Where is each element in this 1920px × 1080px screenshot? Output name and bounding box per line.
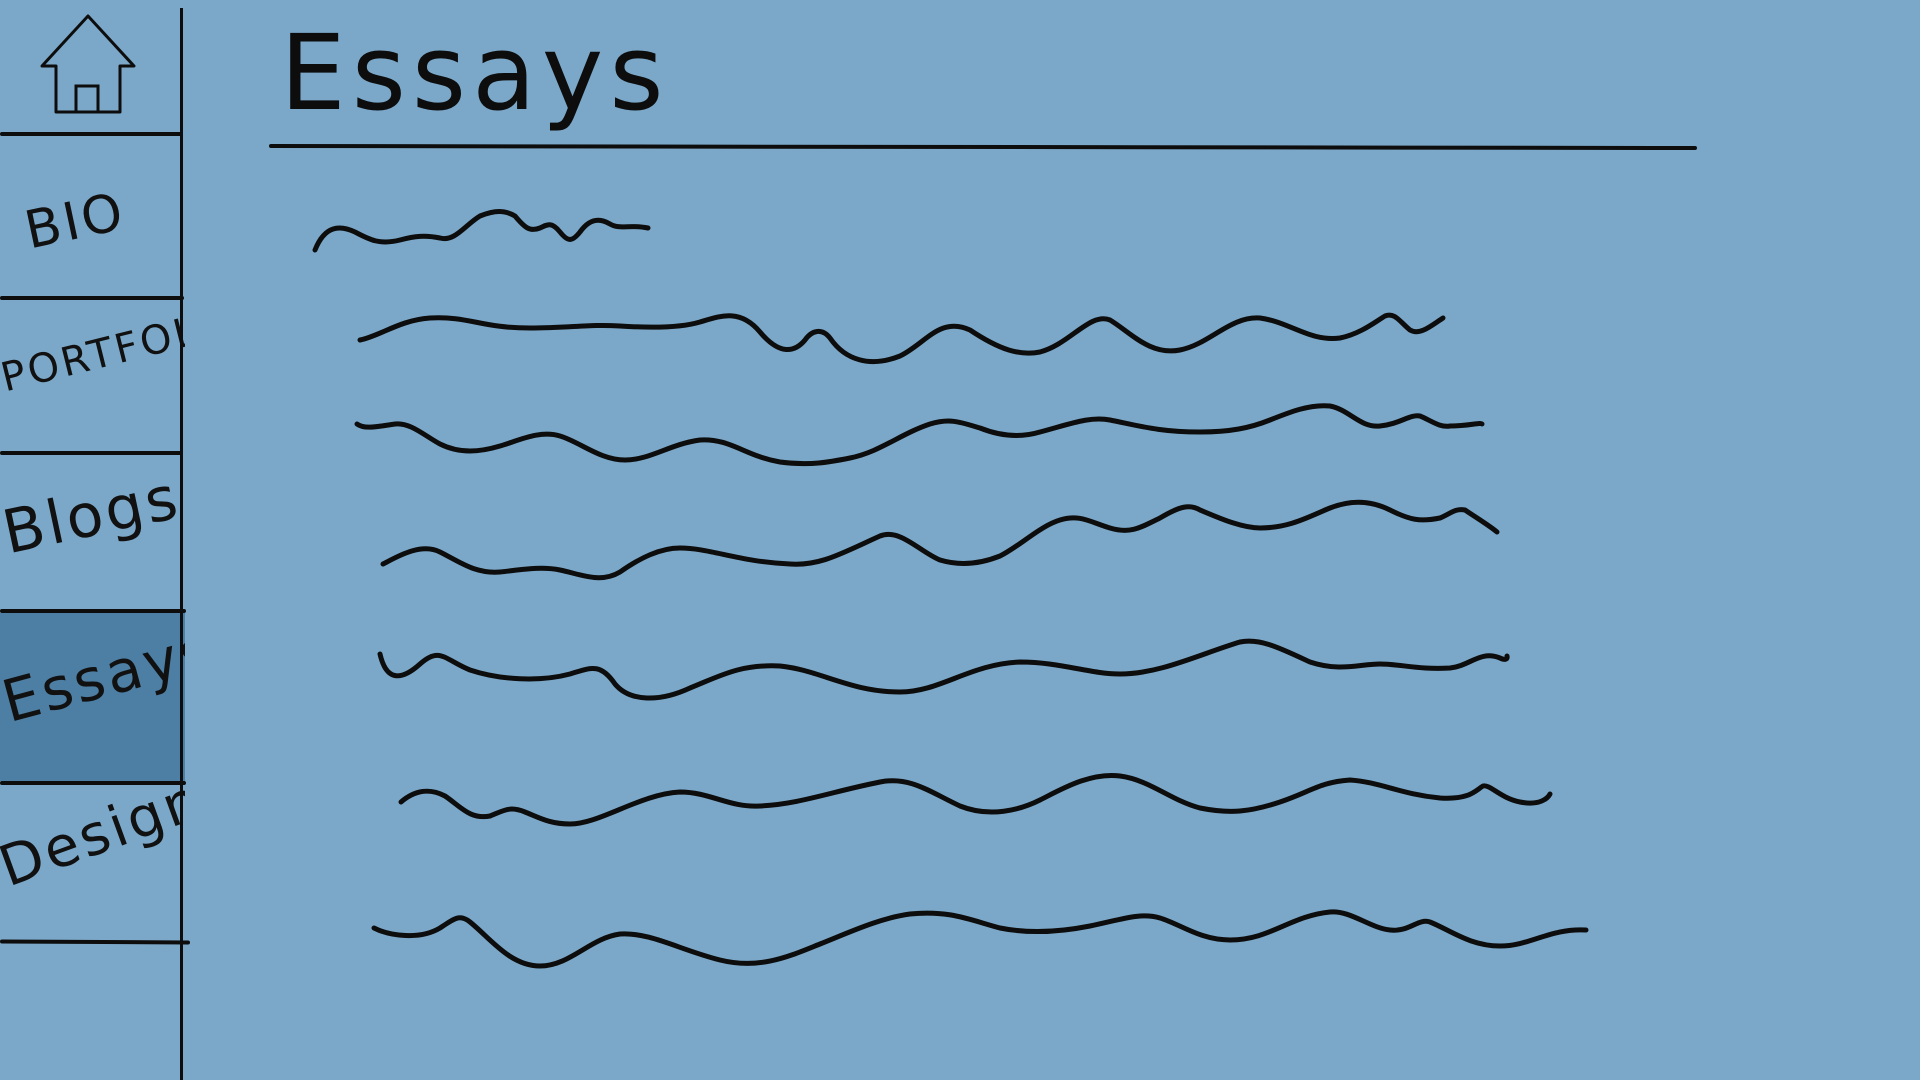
- sidebar-nav: BIO PORTFOLIO Blogs Essays Design: [0, 0, 191, 1080]
- sidebar-item-label: BIO: [19, 181, 131, 262]
- page-title: Essays: [280, 12, 670, 134]
- sidebar-item-design[interactable]: Design: [0, 785, 185, 940]
- sidebar-divider: [0, 296, 184, 300]
- sidebar-item-blogs[interactable]: Blogs: [0, 455, 185, 610]
- essay-line-placeholder: [398, 772, 1553, 827]
- sidebar-item-portfolio[interactable]: PORTFOLIO: [0, 300, 185, 452]
- sidebar-divider: [0, 609, 186, 613]
- sidebar-item-bio[interactable]: BIO: [0, 136, 185, 296]
- sidebar-item-label: PORTFOLIO: [0, 300, 185, 402]
- sidebar-item-label: Blogs: [0, 462, 185, 569]
- essay-line-placeholder: [380, 499, 1500, 581]
- home-icon: [40, 14, 136, 114]
- home-button[interactable]: [20, 0, 155, 128]
- essay-line-placeholder: [377, 638, 1510, 701]
- sidebar-divider: [0, 939, 191, 945]
- sidebar-item-label: Design: [0, 785, 185, 901]
- sidebar-item-label: Essays: [0, 614, 185, 736]
- essay-line-placeholder: [354, 403, 1485, 467]
- sidebar-item-essays[interactable]: Essays: [0, 613, 185, 781]
- sidebar-divider: [0, 451, 182, 455]
- sidebar-divider: [0, 132, 182, 136]
- essay-line-placeholder: [357, 312, 1446, 365]
- essay-line-placeholder: [371, 909, 1589, 969]
- essay-heading-placeholder: [312, 209, 651, 253]
- sidebar-border: [180, 8, 183, 1080]
- sidebar-divider: [0, 781, 186, 785]
